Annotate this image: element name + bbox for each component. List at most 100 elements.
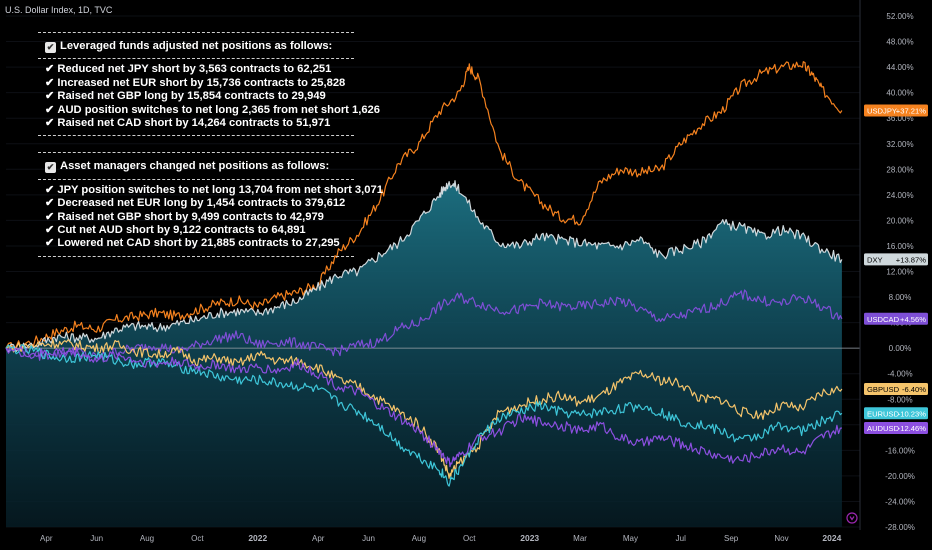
check-mark-icon: ✔ — [45, 183, 55, 196]
series-audusd-line — [5, 346, 842, 468]
series-usdcad-line — [5, 289, 843, 361]
list-item: ✔ Decreased net EUR long by 1,454 contrac… — [45, 197, 346, 210]
checkbox-icon: ✔ — [45, 42, 56, 53]
y-tick-label: 36.00% — [886, 114, 913, 123]
last-label-symbol: USDJPY — [867, 107, 897, 116]
y-tick-label: -28.00% — [885, 523, 915, 532]
list-item: ✔ Cut net AUD short by 9,122 contracts to… — [45, 224, 306, 237]
last-label-value: -10.23% — [898, 409, 927, 418]
y-tick-label: -8.00% — [887, 395, 912, 404]
last-value-labels: USDJPY+37.21% DXY +13.87% USDCAD +4.56% GBPUS… — [864, 104, 928, 434]
list-item: ✔ Raised net GBP long by 15,854 contracts… — [45, 90, 326, 103]
y-tick-label: -20.00% — [885, 472, 915, 481]
x-tick-label: Oct — [463, 534, 476, 543]
last-label-eurusd: EURUSD-10.23% — [864, 407, 928, 420]
last-label-value: -12.46% — [898, 424, 927, 433]
last-label-badge — [864, 407, 928, 420]
series-layer — [5, 61, 843, 487]
time-axis[interactable]: Apr Jun Aug Oct 2022 Apr Jun Aug Oct 2023 Mar May Ju… — [40, 533, 842, 543]
last-label-symbol: DXY — [867, 255, 883, 264]
x-tick-label: 2023 — [520, 533, 539, 543]
y-tick-label: -16.00% — [885, 446, 915, 455]
check-mark-icon: ✔ — [45, 197, 55, 210]
last-label-badge — [864, 104, 928, 117]
y-tick-label: 48.00% — [886, 38, 913, 47]
check-mark-icon: ✔ — [45, 63, 55, 76]
check-mark-icon: ✔ — [45, 76, 55, 89]
last-label-badge — [864, 421, 928, 434]
x-tick-label: Jun — [362, 534, 375, 543]
list-item: ✔ Lowered net CAD short by 21,885 contrac… — [45, 237, 340, 250]
symbol-title: U.S. Dollar Index, 1D, TVC — [5, 5, 113, 15]
goto-realtime-icon[interactable] — [846, 512, 858, 524]
x-tick-label: Nov — [774, 534, 788, 543]
list-item: ✔ Increased net EUR short by 15,736 contr… — [45, 76, 346, 89]
series-gbpusd-line — [5, 339, 843, 479]
x-tick-label: Aug — [412, 534, 426, 543]
last-label-symbol: USDCAD — [867, 315, 900, 324]
y-tick-label: 44.00% — [886, 63, 913, 72]
y-tick-label: 28.00% — [886, 165, 913, 174]
last-label-symbol: GBPUSD — [867, 385, 900, 394]
y-tick-label: -4.00% — [887, 370, 912, 379]
x-tick-label: Apr — [40, 534, 53, 543]
y-tick-label: -24.00% — [885, 497, 915, 506]
last-label-symbol: AUDUSD — [867, 424, 900, 433]
list-item: ✔ AUD position switches to net long 2,365… — [45, 103, 381, 116]
check-mark-icon: ✔ — [45, 237, 55, 250]
y-tick-label: 52.00% — [886, 12, 913, 21]
x-tick-label: Oct — [191, 534, 204, 543]
positions-notes: ✔ Leveraged funds adjusted net positions … — [38, 32, 383, 273]
last-label-dxy: DXY +13.87% — [864, 253, 928, 266]
x-tick-label: Apr — [312, 534, 325, 543]
y-tick-label: 24.00% — [886, 191, 913, 200]
price-axis[interactable]: 52.00% 48.00% 44.00% 40.00% 36.00% 32.00% 28.0… — [885, 12, 915, 532]
last-label-value: +37.21% — [896, 107, 926, 116]
y-tick-label: 40.00% — [886, 89, 913, 98]
list-item: ✔ Raised net CAD short by 14,264 contract… — [45, 117, 331, 130]
leveraged-funds-title: Leveraged funds adjusted net positions a… — [60, 40, 333, 52]
series-eurusd-line — [5, 344, 843, 487]
last-label-usdjpy: USDJPY+37.21% — [864, 104, 928, 117]
series-dxy-line — [5, 180, 843, 353]
x-tick-label: Mar — [573, 534, 587, 543]
asset-managers-title: Asset managers changed net positions as … — [60, 160, 330, 173]
checkbox-icon: ✔ — [45, 162, 56, 174]
last-label-symbol: EURUSD — [867, 409, 900, 418]
y-tick-label: 12.00% — [886, 268, 913, 277]
leveraged-funds-list: ✔ Reduced net JPY short by 3,563 contract… — [38, 59, 381, 137]
asset-managers-header: ✔ Asset managers changed net positions as… — [38, 152, 354, 180]
last-label-badge — [864, 253, 928, 266]
last-label-usdcad: USDCAD +4.56% — [864, 312, 928, 325]
check-mark-icon: ✔ — [45, 103, 55, 116]
last-label-value: +4.56% — [900, 315, 926, 324]
check-mark-icon: ✔ — [45, 210, 55, 223]
y-tick-label: 0.00% — [889, 344, 912, 353]
list-item: ✔ Reduced net JPY short by 3,563 contract… — [45, 63, 332, 76]
check-mark-icon: ✔ — [45, 117, 55, 130]
list-item: ✔ Raised net GBP short by 9,499 contracts… — [45, 210, 324, 223]
x-tick-label: Jun — [90, 534, 103, 543]
check-mark-icon: ✔ — [45, 224, 55, 237]
last-label-value: -6.40% — [902, 385, 926, 394]
x-tick-label: 2022 — [248, 533, 267, 543]
series-usdjpy-line — [5, 61, 843, 352]
y-tick-label: 32.00% — [886, 140, 913, 149]
last-label-badge — [864, 312, 928, 325]
y-tick-label: 8.00% — [889, 293, 912, 302]
last-label-gbpusd: GBPUSD -6.40% — [864, 383, 928, 396]
y-tick-label: 16.00% — [886, 242, 913, 251]
x-tick-label: Aug — [140, 534, 154, 543]
y-tick-label: 20.00% — [886, 216, 913, 225]
list-item: ✔ JPY position switches to net long 13,70… — [45, 183, 383, 196]
last-label-badge — [864, 383, 928, 396]
check-mark-icon: ✔ — [45, 90, 55, 103]
last-label-audusd: AUDUSD-12.46% — [864, 421, 928, 434]
dxy-area-fill — [6, 180, 842, 527]
x-tick-label: May — [623, 534, 638, 543]
x-tick-label: 2024 — [822, 533, 841, 543]
last-label-value: +13.87% — [896, 255, 926, 264]
x-tick-label: Sep — [724, 534, 739, 543]
leveraged-funds-header: ✔ Leveraged funds adjusted net positions … — [38, 32, 354, 60]
